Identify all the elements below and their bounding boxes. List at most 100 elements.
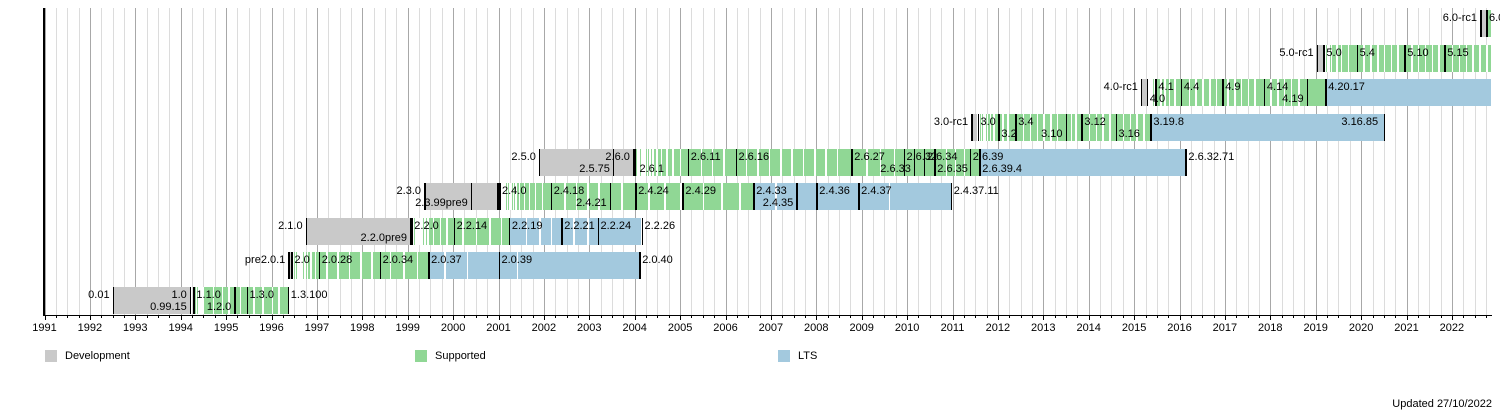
minor-release-tick — [768, 148, 771, 176]
minor-release-tick — [1136, 114, 1138, 141]
minor-release-tick — [700, 148, 702, 176]
gridline-quarter — [294, 8, 296, 315]
axis-tick-year — [407, 316, 409, 320]
gridline-quarter — [248, 8, 250, 315]
minor-release-tick — [202, 287, 205, 314]
gridline-quarter — [1395, 8, 1397, 315]
gridline-quarter — [1486, 8, 1487, 315]
bar-segment-development — [538, 148, 633, 176]
axis-year-label: 2005 — [667, 322, 693, 334]
axis-tick-quarter — [214, 316, 216, 318]
version-label: 2.0.28 — [321, 254, 353, 267]
minor-release-tick — [1270, 79, 1272, 107]
axis-tick-year — [907, 316, 909, 320]
minor-release-tick — [504, 183, 507, 211]
axis-tick-quarter — [839, 316, 840, 318]
axis-year-label: 2007 — [758, 322, 784, 334]
axis-tick-quarter — [1054, 316, 1056, 318]
minor-release-tick — [503, 183, 505, 211]
axis-tick-year — [1406, 316, 1408, 320]
release-marker — [639, 252, 641, 280]
axis-tick-quarter — [169, 316, 171, 318]
axis-tick-quarter — [941, 316, 943, 318]
axis-tick-year — [543, 316, 545, 320]
axis-tick-quarter — [714, 316, 716, 318]
minor-release-tick — [980, 114, 983, 141]
minor-release-tick — [199, 287, 201, 314]
minor-release-tick — [1370, 44, 1372, 72]
axis-tick-quarter — [702, 316, 704, 318]
minor-release-tick — [637, 148, 639, 176]
release-marker — [410, 217, 412, 245]
axis-tick-quarter — [736, 316, 738, 318]
bar-segment-supported — [1486, 10, 1492, 38]
release-marker — [934, 148, 936, 176]
gridline-quarter — [509, 8, 511, 315]
release-marker — [632, 148, 635, 176]
gridline-quarter — [475, 8, 477, 315]
axis-year-label: 1996 — [259, 322, 284, 334]
axis-tick-quarter — [475, 316, 477, 318]
minor-release-tick — [1209, 79, 1211, 107]
minor-release-tick — [1075, 114, 1077, 141]
minor-release-tick — [528, 183, 531, 211]
minor-release-tick — [475, 217, 478, 245]
bar-segment-lts — [979, 148, 1186, 176]
minor-release-tick — [893, 148, 895, 176]
gridline-quarter — [1247, 8, 1249, 315]
release-marker — [609, 183, 612, 211]
minor-release-tick — [508, 183, 510, 211]
release-marker — [1140, 79, 1143, 107]
gridline-quarter — [1202, 8, 1204, 315]
minor-release-tick — [1160, 79, 1162, 107]
axis-tick-quarter — [1247, 316, 1249, 318]
minor-release-tick — [680, 183, 682, 211]
version-label: 2.4.0 — [502, 185, 527, 198]
minor-release-tick — [360, 252, 362, 280]
gridline-year — [498, 8, 500, 315]
minor-release-tick — [638, 148, 641, 176]
minor-release-tick — [573, 217, 575, 245]
release-marker — [969, 148, 972, 176]
minor-release-tick — [993, 114, 995, 141]
axis-tick-quarter — [1213, 316, 1215, 318]
minor-release-tick — [982, 114, 984, 141]
minor-release-tick — [739, 183, 741, 211]
axis-tick-quarter — [385, 316, 386, 318]
minor-release-tick — [642, 148, 644, 176]
axis-year-label: 2016 — [1167, 322, 1192, 334]
release-marker — [796, 183, 798, 211]
axis-tick-quarter — [192, 316, 193, 318]
minor-release-tick — [516, 252, 519, 280]
axis-tick-quarter — [612, 316, 613, 318]
version-label: 3.19.8 — [1153, 116, 1184, 128]
legend-label-development: Development — [65, 350, 130, 362]
axis-tick-quarter — [112, 316, 114, 318]
gridline-year — [180, 8, 182, 315]
minor-release-tick — [640, 148, 643, 176]
gridline-quarter — [146, 8, 148, 315]
axis-tick-quarter — [929, 316, 931, 318]
axis-tick-quarter — [101, 316, 103, 318]
axis-tick-year — [44, 316, 46, 320]
version-label: 2.4.36 — [819, 185, 850, 198]
gridline-quarter — [1338, 8, 1340, 315]
minor-release-tick — [656, 148, 658, 176]
version-label: 1.2.0 — [206, 301, 232, 313]
minor-release-tick — [239, 287, 242, 314]
axis-year-label: 1999 — [395, 322, 420, 334]
gridline-quarter — [1429, 8, 1431, 315]
minor-release-tick — [825, 148, 827, 176]
axis-tick-quarter — [1304, 316, 1306, 318]
minor-release-tick — [1036, 114, 1038, 141]
release-marker — [998, 114, 1000, 141]
gridline-quarter — [1372, 8, 1374, 315]
minor-release-tick — [978, 114, 981, 141]
gridline-quarter — [373, 8, 375, 315]
minor-release-tick — [1411, 44, 1413, 72]
minor-release-tick — [575, 183, 578, 211]
axis-tick-quarter — [975, 316, 977, 318]
gridline-quarter — [169, 8, 171, 315]
axis-tick-quarter — [1077, 316, 1079, 318]
release-marker — [1306, 79, 1309, 107]
